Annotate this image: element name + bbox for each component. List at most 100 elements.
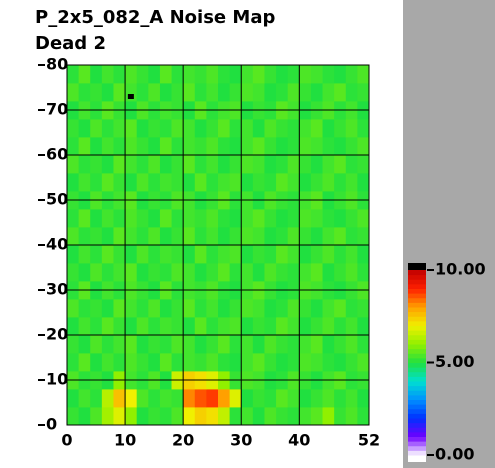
heat-cell (334, 155, 347, 174)
heat-cell (322, 299, 335, 318)
heat-cell (252, 227, 265, 246)
heat-cell (125, 317, 138, 336)
heat-cell (90, 227, 103, 246)
colorbar-step (408, 376, 426, 382)
heat-cell (345, 173, 358, 192)
heat-cell (90, 317, 103, 336)
heat-cell (206, 155, 219, 174)
heat-cell (322, 83, 335, 102)
colorbar-base (408, 455, 426, 462)
heat-cell (357, 155, 370, 174)
heat-cell (148, 389, 161, 408)
heat-cell (136, 317, 149, 336)
heat-cell (357, 137, 370, 156)
heat-cell (218, 209, 231, 228)
heat-cell (252, 245, 265, 264)
heat-cell (148, 119, 161, 138)
heat-cell (90, 407, 103, 426)
heat-cell (299, 317, 312, 336)
heat-cell (287, 65, 300, 84)
y-tick-label: 70 (46, 100, 68, 119)
heat-cell (218, 389, 231, 408)
heat-cell (159, 353, 172, 372)
heat-cell (276, 263, 289, 282)
heat-cell (322, 119, 335, 138)
colorbar-step (408, 348, 426, 354)
heat-cell (183, 263, 196, 282)
heat-cell (264, 407, 277, 426)
heat-cell (218, 227, 231, 246)
heat-cell (345, 389, 358, 408)
heat-cell (299, 335, 312, 354)
heat-cell (218, 263, 231, 282)
heat-cell (171, 263, 184, 282)
x-tick-label: 0 (61, 431, 72, 450)
heat-cell (334, 407, 347, 426)
heat-cell (229, 263, 242, 282)
heat-cell (357, 65, 370, 84)
heat-cell (322, 137, 335, 156)
y-tick-label: 20 (46, 325, 68, 344)
colorbar-step (408, 431, 426, 437)
heat-cell (218, 245, 231, 264)
heat-cell (322, 407, 335, 426)
heat-cell (264, 263, 277, 282)
heat-cell (218, 137, 231, 156)
heat-cell (67, 65, 80, 84)
colorbar-step (408, 339, 426, 345)
heat-cell (148, 209, 161, 228)
heat-cell (252, 137, 265, 156)
heat-cell (322, 209, 335, 228)
colorbar-label: 5.00 (435, 352, 474, 371)
heat-cell (357, 353, 370, 372)
heat-cell (241, 299, 254, 318)
heat-cell (194, 173, 207, 192)
heat-cell (90, 65, 103, 84)
heat-cell (334, 173, 347, 192)
heat-cell (183, 353, 196, 372)
heat-cell (334, 209, 347, 228)
heat-cell (183, 137, 196, 156)
heat-cell (345, 299, 358, 318)
heat-cell (310, 65, 323, 84)
heat-cell (148, 137, 161, 156)
heat-cell (90, 83, 103, 102)
heat-cell (299, 299, 312, 318)
heat-cell (183, 119, 196, 138)
heat-cell (113, 299, 126, 318)
heat-cell (125, 119, 138, 138)
colorbar-step (408, 445, 426, 451)
heat-cell (206, 173, 219, 192)
heat-cell (287, 263, 300, 282)
heat-cell (101, 173, 114, 192)
heat-cell (136, 137, 149, 156)
heat-cell (206, 353, 219, 372)
heat-cell (206, 227, 219, 246)
chart-title: P_2x5_082_A Noise Map (35, 7, 275, 28)
heat-cell (136, 155, 149, 174)
heat-cell (206, 335, 219, 354)
heat-cell (171, 245, 184, 264)
colorbar-step (408, 362, 426, 368)
heat-cell (322, 173, 335, 192)
heat-cell (159, 227, 172, 246)
heat-cell (334, 83, 347, 102)
heat-cell (101, 83, 114, 102)
heat-cell (113, 317, 126, 336)
colorbar-step (408, 371, 426, 377)
heat-cell (310, 173, 323, 192)
heat-cell (148, 245, 161, 264)
heat-cell (206, 245, 219, 264)
colorbar-step (408, 381, 426, 387)
heat-cell (171, 407, 184, 426)
heat-cell (334, 263, 347, 282)
heat-cell (299, 65, 312, 84)
colorbar-step (408, 408, 426, 414)
heat-cell (136, 227, 149, 246)
heat-cell (229, 209, 242, 228)
heat-cell (334, 65, 347, 84)
heat-cell (113, 209, 126, 228)
heat-cell (125, 155, 138, 174)
heat-cell (183, 209, 196, 228)
colorbar-label: 10.00 (435, 260, 486, 279)
